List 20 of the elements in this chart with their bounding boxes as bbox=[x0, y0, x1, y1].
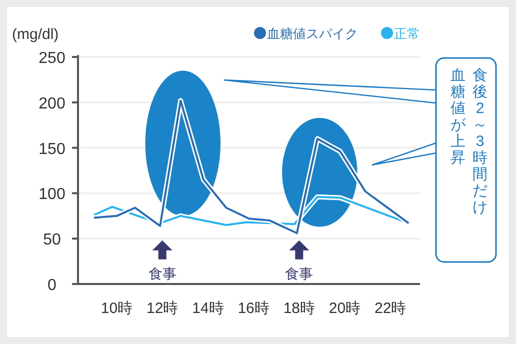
y-tick-label: 100 bbox=[38, 186, 66, 204]
y-tick-label: 250 bbox=[38, 50, 66, 67]
y-tick-label: 200 bbox=[38, 95, 66, 112]
x-tick-label: 20時 bbox=[328, 300, 361, 317]
annotation: 食事 bbox=[285, 265, 314, 282]
x-tick-label: 14時 bbox=[192, 300, 224, 317]
x-tick-label: 12時 bbox=[146, 300, 178, 317]
y-axis-title: (mg/dl) bbox=[12, 26, 59, 43]
y-tick-label: 0 bbox=[48, 277, 57, 294]
y-tick-label: 50 bbox=[43, 232, 61, 249]
y-tick-label: 150 bbox=[38, 140, 66, 158]
annotation: 食事 bbox=[148, 265, 176, 282]
legend-label: 正常 bbox=[394, 26, 420, 41]
x-tick-label: 18時 bbox=[283, 300, 316, 317]
text: 血糖値が上昇 bbox=[450, 67, 466, 166]
legend-label: 血糖値スパイク bbox=[267, 26, 358, 41]
x-tick-label: 16時 bbox=[238, 300, 270, 317]
x-tick-label: 10時 bbox=[100, 300, 133, 317]
text: 食後2～3時間だけ bbox=[472, 67, 488, 216]
x-tick-label: 22時 bbox=[374, 300, 406, 317]
